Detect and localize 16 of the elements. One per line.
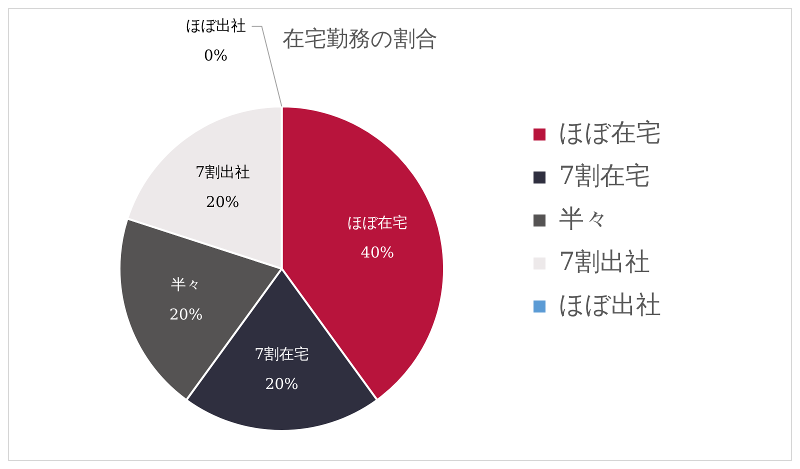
legend-label: 半々	[559, 204, 609, 233]
data-label: 20%	[206, 193, 240, 212]
data-label: 40%	[360, 243, 394, 262]
legend-label: 7割在宅	[559, 161, 650, 190]
chart-title: 在宅勤務の割合	[282, 26, 438, 52]
slice-label: ほぼ在宅	[347, 213, 408, 232]
slice-label: 7割在宅	[254, 345, 310, 364]
slice-label: 半々	[171, 276, 202, 294]
data-label: 20%	[265, 375, 298, 394]
legend-label: 7割出社	[559, 247, 650, 276]
category-label: ほぼ出社	[186, 16, 246, 34]
legend-label: ほぼ在宅	[559, 118, 661, 147]
slice-label: 7割出社	[195, 163, 250, 182]
data-label: 20%	[169, 306, 203, 324]
legend-label: ほぼ出社	[559, 290, 661, 319]
text: 0%	[204, 46, 228, 64]
